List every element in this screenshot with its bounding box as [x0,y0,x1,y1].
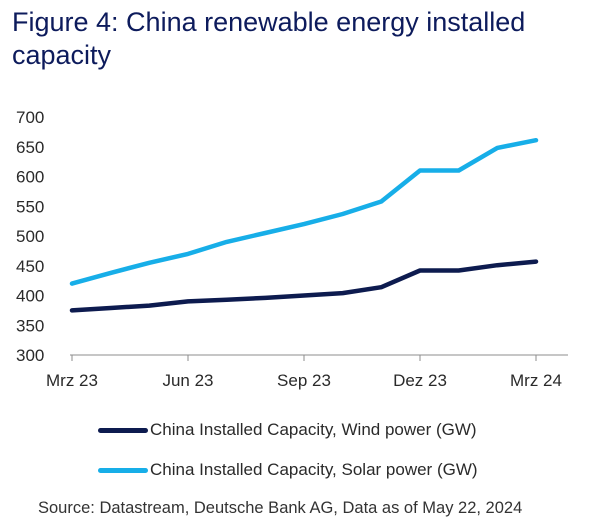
y-tick-label: 700 [16,108,44,127]
legend-item-wind: China Installed Capacity, Wind power (GW… [98,410,478,450]
legend-swatch-solar [98,467,148,473]
y-tick-label: 650 [16,138,44,157]
legend-item-solar: China Installed Capacity, Solar power (G… [98,450,478,490]
y-axis-ticks: 300 350 400 450 500 550 600 650 700 [16,108,44,365]
line-chart: 300 350 400 450 500 550 600 650 700 Mrz 23 Jun 23… [16,108,568,390]
source-note: Source: Datastream, Deutsche Bank AG, Da… [38,499,523,517]
x-tick-label: Dez 23 [393,371,447,390]
x-tick-label: Mrz 24 [510,371,562,390]
y-tick-label: 400 [16,287,44,306]
legend-swatch-wind [98,427,148,433]
series-line-wind [69,259,539,313]
x-axis-ticks: Mrz 23 Jun 23 Sep 23 Dez 23 Mrz 24 [46,355,562,390]
legend-label-solar: China Installed Capacity, Solar power (G… [150,460,478,479]
y-tick-label: 300 [16,346,44,365]
y-tick-label: 550 [16,197,44,216]
y-tick-label: 450 [16,257,44,276]
series-lines [69,137,539,313]
y-tick-label: 600 [16,168,44,187]
chart-title: Figure 4: China renewable energy install… [12,7,526,70]
series-line-solar [69,137,539,286]
x-tick-label: Jun 23 [162,371,213,390]
y-tick-label: 350 [16,316,44,335]
legend-label-wind: China Installed Capacity, Wind power (GW… [150,420,477,439]
chart-legend: China Installed Capacity, Wind power (GW… [98,410,478,490]
x-tick-label: Mrz 23 [46,371,98,390]
y-tick-label: 500 [16,227,44,246]
x-tick-label: Sep 23 [277,371,331,390]
